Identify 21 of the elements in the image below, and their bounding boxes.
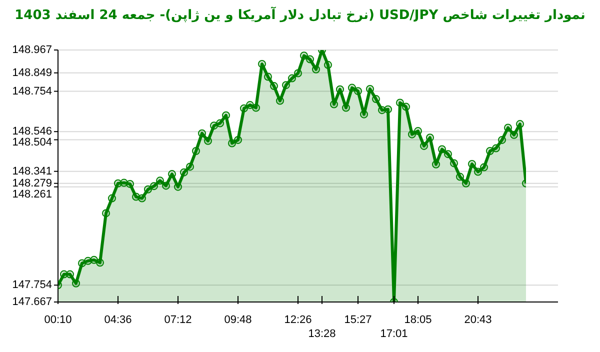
x-tick-label: 07:12 xyxy=(164,314,192,326)
y-tick-label: 147.754 xyxy=(12,279,52,292)
y-tick-label: 148.341 xyxy=(12,165,52,178)
y-tick-label: 147.667 xyxy=(12,296,52,308)
y-tick-label: 148.849 xyxy=(12,66,52,79)
x-tick-label: 15:27 xyxy=(344,314,372,326)
x-tick-label: 04:36 xyxy=(104,314,132,326)
x-tick-label: 17:01 xyxy=(380,328,408,340)
y-tick-label: 148.261 xyxy=(12,188,52,200)
y-tick-label: 148.967 xyxy=(12,44,52,56)
x-tick-label: 12:26 xyxy=(284,314,312,326)
x-tick-label: 09:48 xyxy=(224,314,252,326)
y-tick-label: 148.546 xyxy=(12,126,52,138)
y-tick-label: 148.754 xyxy=(12,85,52,98)
y-tick-label: 148.504 xyxy=(12,136,52,149)
chart-title: نمودار تغییرات شاخص USD/JPY (نرخ تبادل دلار آمریکا و ین ژاپن)- جمعه 24 اسفند 1403 xyxy=(14,8,586,23)
y-tick-label: 148.279 xyxy=(12,177,52,190)
x-tick-label: 18:05 xyxy=(404,314,432,326)
x-tick-label: 13:28 xyxy=(308,328,336,340)
x-tick-label: 20:43 xyxy=(464,314,492,326)
x-tick-label: 00:10 xyxy=(44,314,72,326)
